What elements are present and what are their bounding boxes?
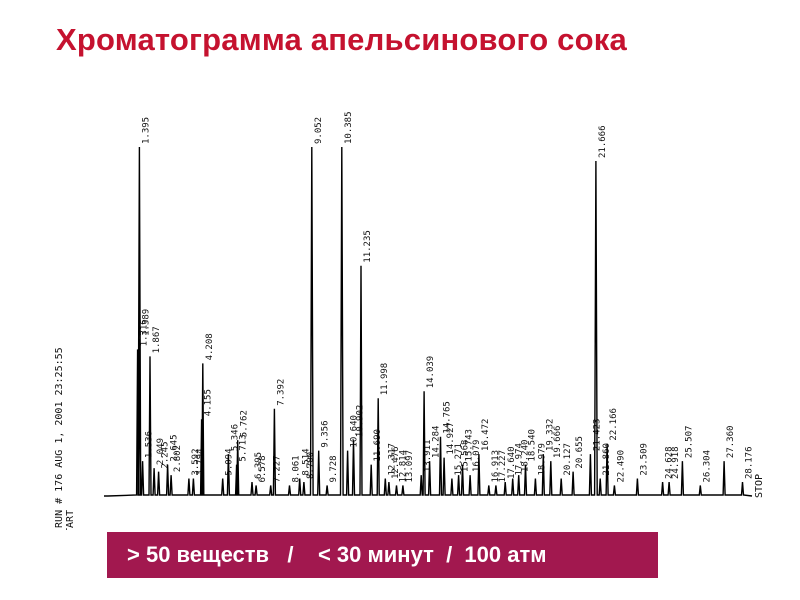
peak-label: 1.867	[152, 326, 162, 353]
run-header: * RUN # 176 AUG 1, 2001 23:25:55	[54, 347, 65, 530]
peak-label: 12.814	[399, 450, 409, 483]
peak-label: 2.802	[173, 445, 183, 472]
peak-label: 11.235	[363, 230, 373, 263]
peak-label: 26.304	[702, 450, 712, 483]
peak-label: 12.317	[387, 443, 397, 476]
peak-label: 15.271	[454, 443, 464, 476]
peak-label: 20.655	[575, 436, 585, 469]
peak-label: 16.913	[491, 450, 501, 483]
peak-label: 2.645	[170, 435, 180, 462]
peak-label: 19.332	[545, 419, 555, 452]
peak-label: 15.743	[465, 429, 475, 462]
peak-label: 9.052	[314, 117, 324, 144]
peak-label: 17.974	[515, 443, 525, 476]
peak-label: 24.918	[671, 446, 681, 479]
peak-label: 10.385	[344, 111, 354, 144]
peak-label: 7.227	[273, 455, 283, 482]
slide-title: Хроматограмма апельсинового сока	[56, 22, 627, 57]
peak-label: 18.540	[528, 429, 538, 462]
peak-label: 14.765	[443, 401, 453, 434]
peak-label: 16.472	[481, 419, 491, 452]
peak-label: 23.509	[639, 443, 649, 476]
summary-banner: > 50 веществ / < 30 минут / 100 атм	[107, 532, 658, 578]
peak-label: 5.713	[239, 435, 249, 462]
run-header-text: * RUN # 176 AUG 1, 2001 23:25:55	[54, 347, 65, 530]
peak-label: 7.392	[276, 379, 286, 406]
peak-label: 9.356	[321, 421, 331, 448]
chromatogram-chart: * RUN # 176 AUG 1, 2001 23:25:55 START 1…	[54, 111, 765, 530]
peak-label: 9.728	[329, 455, 339, 482]
chromatogram-trace	[104, 146, 753, 497]
peak-label: 5.094	[225, 449, 235, 476]
peak-label: 11.998	[380, 363, 390, 396]
peak-label: 22.166	[609, 408, 619, 441]
peak-label: 1.316	[140, 319, 150, 346]
peak-label: 13.911	[423, 440, 433, 473]
peak-label: 6.395	[254, 452, 264, 479]
peak-label: 8.514	[302, 449, 312, 476]
peak-label: 24.628	[665, 446, 675, 479]
peak-label: 17.227	[498, 450, 508, 483]
peak-label: 16.079	[472, 440, 482, 473]
peak-label: 14.039	[426, 356, 436, 389]
peak-label: 12.476	[391, 446, 401, 479]
peak-label: 2.245	[161, 442, 171, 469]
peak-label: 18.979	[537, 443, 547, 476]
peak-label: 14.927	[446, 422, 456, 455]
peak-label: 18.240	[521, 440, 531, 473]
peak-label: 8.061	[292, 455, 302, 482]
stop-label: STOP	[754, 474, 765, 498]
peak-label: 27.360	[726, 426, 736, 459]
peak-label: 3.592	[191, 449, 201, 476]
peak-label: 14.284	[432, 426, 442, 459]
peak-label: 20.127	[563, 443, 573, 476]
peak-label: 19.666	[553, 426, 563, 459]
peak-label: 4.155	[204, 389, 214, 416]
peak-label: 6.578	[258, 455, 268, 482]
peak-label: 10.640	[350, 415, 360, 448]
peak-label: 21.666	[598, 125, 608, 158]
peak-label: 17.640	[507, 446, 517, 479]
peak-label: 25.507	[684, 426, 694, 459]
peak-label: 5.762	[240, 410, 250, 437]
peak-label: 22.490	[616, 450, 626, 483]
peak-label: 15.568	[461, 440, 471, 473]
peak-label: 28.176	[745, 446, 755, 479]
peak-label: 1.395	[141, 117, 151, 144]
peak-label: 5.346	[230, 424, 240, 451]
peak-label: 2.049	[156, 438, 166, 465]
start-label: START	[65, 510, 76, 530]
peak-label: 1.389	[141, 309, 151, 336]
peak-label: 4.208	[205, 333, 215, 360]
peak-label: 13.097	[405, 450, 415, 483]
